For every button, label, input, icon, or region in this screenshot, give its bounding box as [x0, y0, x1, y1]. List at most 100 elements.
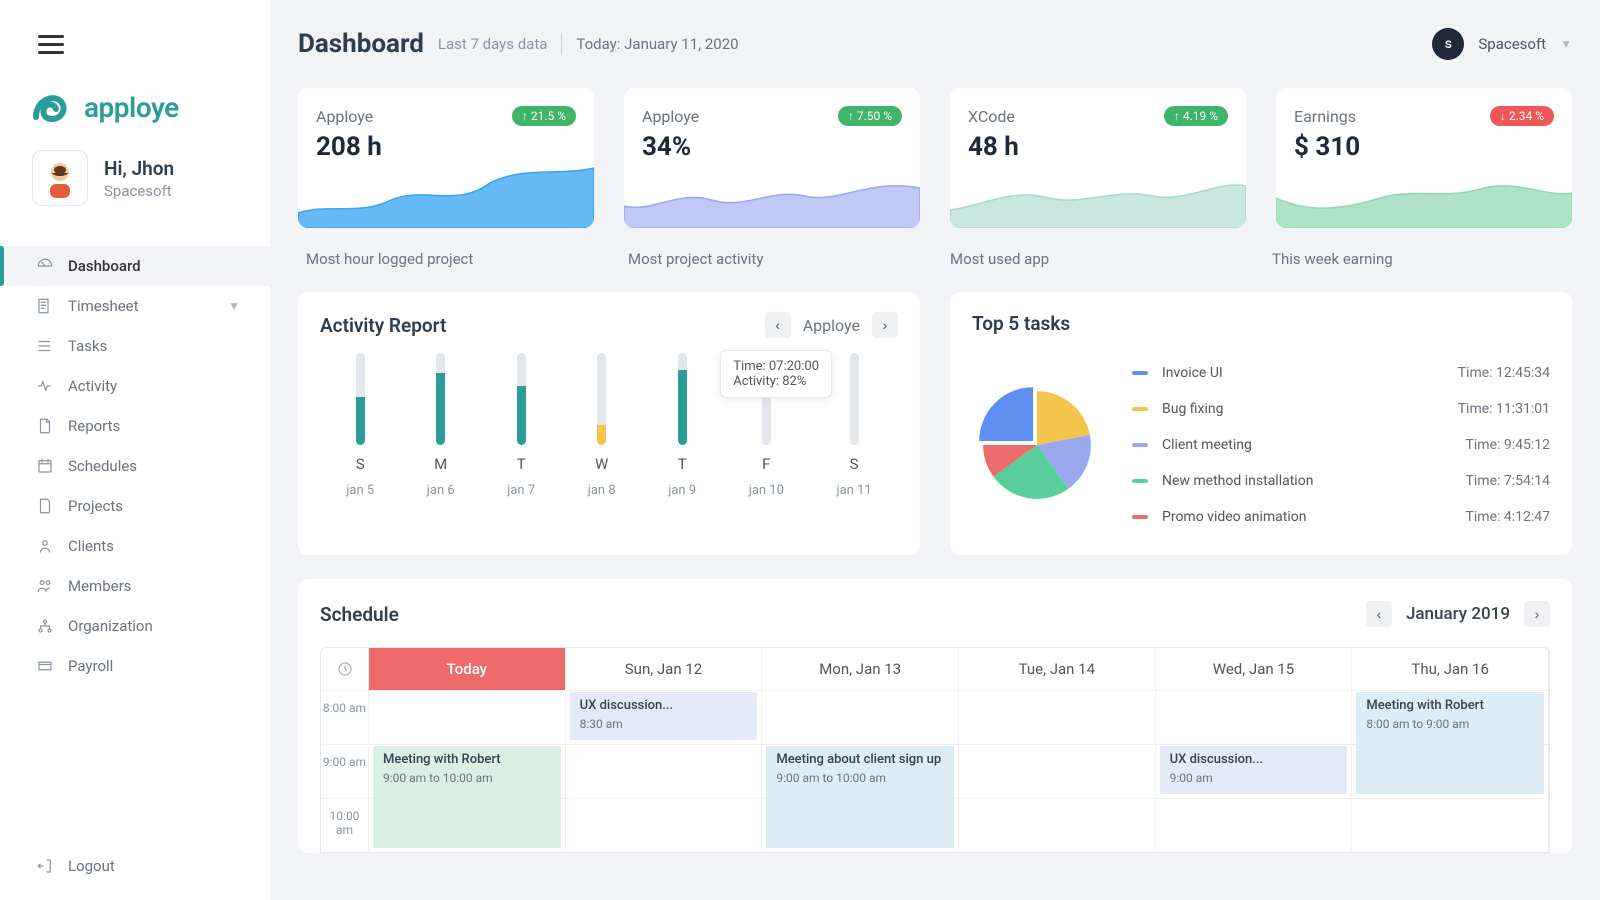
projects-icon: [36, 497, 54, 515]
task-swatch: [1132, 515, 1148, 519]
kpi-value: $ 310: [1276, 126, 1572, 162]
kpi-delta-badge: ↑ 7.50 %: [838, 106, 902, 126]
org-selector-label: Spacesoft: [1478, 35, 1546, 53]
activity-bar[interactable]: Mjan 6: [427, 353, 455, 498]
kpi-delta-badge: ↑ 21.5 %: [512, 106, 576, 126]
sidebar-item-timesheet[interactable]: Timesheet▼: [0, 286, 270, 326]
org-badge[interactable]: s: [1432, 28, 1464, 60]
kpi-title: Apploye: [316, 107, 373, 126]
schedule-day-header[interactable]: Thu, Jan 16: [1352, 648, 1549, 690]
sidebar-item-projects[interactable]: Projects: [0, 486, 270, 526]
kpi-caption: Most project activity: [628, 250, 920, 268]
task-row[interactable]: Promo video animationTime: 4:12:47: [1132, 499, 1550, 535]
task-swatch: [1132, 371, 1148, 375]
sidebar-item-dashboard[interactable]: Dashboard: [0, 246, 270, 286]
sidebar-item-label: Organization: [68, 617, 153, 635]
schedule-event[interactable]: Meeting with Robert8:00 am to 9:00 am: [1356, 692, 1544, 794]
schedule-day-header[interactable]: Sun, Jan 12: [566, 648, 763, 690]
header: Dashboard Last 7 days data Today: Januar…: [298, 28, 1572, 60]
schedule-event[interactable]: UX discussion...9:00 am: [1160, 746, 1348, 794]
clients-icon: [36, 537, 54, 555]
kpi-card[interactable]: Earnings↓ 2.34 %$ 310: [1276, 88, 1572, 228]
sidebar-item-label: Schedules: [68, 457, 137, 475]
logo: apploye: [0, 79, 270, 150]
task-swatch: [1132, 407, 1148, 411]
schedule-day-column: [959, 690, 1156, 852]
schedule-day-column: Meeting about client sign up9:00 am to 1…: [762, 690, 959, 852]
date-range: Last 7 days data: [438, 35, 548, 53]
activity-next-button[interactable]: ›: [872, 312, 898, 338]
sidebar-item-clients[interactable]: Clients: [0, 526, 270, 566]
kpi-delta-badge: ↑ 4.19 %: [1164, 106, 1228, 126]
logout-icon: [36, 857, 54, 875]
time-slot-label: 10:00 am: [321, 798, 368, 852]
activity-icon: [36, 377, 54, 395]
activity-bar[interactable]: Tjan 7: [507, 353, 535, 498]
avatar: [32, 150, 88, 206]
user-profile[interactable]: Hi, Jhon Spacesoft: [0, 150, 270, 236]
sidebar-item-tasks[interactable]: Tasks: [0, 326, 270, 366]
sidebar-item-payroll[interactable]: Payroll: [0, 646, 270, 686]
sidebar-item-organization[interactable]: Organization: [0, 606, 270, 646]
top5-task-list: Invoice UITime: 12:45:34 Bug fixing Time: …: [1132, 355, 1550, 535]
schedule-next-button[interactable]: ›: [1524, 601, 1550, 627]
activity-bar[interactable]: Sjan 5: [346, 353, 374, 498]
schedule-month: January 2019: [1406, 604, 1510, 624]
tasks-icon: [36, 337, 54, 355]
chevron-down-icon[interactable]: ▼: [1560, 37, 1572, 51]
task-row[interactable]: Invoice UITime: 12:45:34: [1132, 355, 1550, 391]
logout-label: Logout: [68, 857, 115, 875]
time-slot-label: 8:00 am: [321, 690, 368, 744]
kpi-caption: Most used app: [950, 250, 1242, 268]
top5-pie-chart: [972, 380, 1102, 510]
sidebar-item-schedules[interactable]: Schedules: [0, 446, 270, 486]
kpi-value: 48 h: [950, 126, 1246, 162]
task-time: Time: 11:31:01: [1458, 401, 1550, 417]
sidebar-item-label: Projects: [68, 497, 123, 515]
sidebar-item-label: Members: [68, 577, 131, 595]
task-name: Promo video animation: [1162, 509, 1452, 525]
kpi-card[interactable]: Apploye↑ 21.5 %208 h: [298, 88, 594, 228]
main: Dashboard Last 7 days data Today: Januar…: [270, 0, 1600, 900]
kpi-card[interactable]: Apploye↑ 7.50 %34%: [624, 88, 920, 228]
hamburger-menu-icon[interactable]: [0, 0, 270, 79]
schedule-day-header[interactable]: Wed, Jan 15: [1156, 648, 1353, 690]
schedule-title: Schedule: [320, 603, 399, 626]
today-date: Today: January 11, 2020: [576, 35, 738, 53]
task-name: Bug fixing: [1162, 401, 1444, 417]
task-row[interactable]: Client meetingTime: 9:45:12: [1132, 427, 1550, 463]
schedule-event[interactable]: Meeting about client sign up9:00 am to 1…: [766, 746, 954, 848]
sidebar-item-label: Dashboard: [68, 257, 141, 275]
sidebar-item-members[interactable]: Members: [0, 566, 270, 606]
schedule-grid: TodaySun, Jan 12Mon, Jan 13Tue, Jan 14We…: [320, 647, 1550, 853]
task-name: Client meeting: [1162, 437, 1452, 453]
activity-prev-button[interactable]: ‹: [765, 312, 791, 338]
task-row[interactable]: New method installationTime: 7:54:14: [1132, 463, 1550, 499]
schedule-day-header[interactable]: Mon, Jan 13: [762, 648, 959, 690]
nav: Dashboard Timesheet▼TasksActivityReports S…: [0, 236, 270, 842]
sidebar-item-reports[interactable]: Reports: [0, 406, 270, 446]
user-org: Spacesoft: [104, 182, 174, 200]
schedule-prev-button[interactable]: ‹: [1366, 601, 1392, 627]
schedule-event[interactable]: UX discussion...8:30 am: [570, 692, 758, 740]
schedule-day-header[interactable]: Tue, Jan 14: [959, 648, 1156, 690]
organization-icon: [36, 617, 54, 635]
sidebar-item-activity[interactable]: Activity: [0, 366, 270, 406]
task-swatch: [1132, 479, 1148, 483]
schedule-event[interactable]: Meeting with Robert9:00 am to 10:00 am: [373, 746, 561, 848]
activity-selector: Apploye: [803, 316, 860, 335]
logout-link[interactable]: Logout: [0, 842, 270, 900]
activity-bar[interactable]: Tjan 9: [668, 353, 696, 498]
kpi-title: Apploye: [642, 107, 699, 126]
schedule-day-header[interactable]: Today: [369, 648, 566, 690]
task-row[interactable]: Bug fixing Time: 11:31:01: [1132, 391, 1550, 427]
kpi-row: Apploye↑ 21.5 %208 hApploye↑ 7.50 %34%XC…: [298, 88, 1572, 228]
kpi-title: XCode: [968, 107, 1015, 126]
schedule-day-column: Meeting with Robert8:00 am to 9:00 am: [1352, 690, 1549, 852]
activity-report-title: Activity Report: [320, 314, 446, 337]
kpi-card[interactable]: XCode ↑ 4.19 %48 h: [950, 88, 1246, 228]
page-title: Dashboard: [298, 29, 424, 59]
activity-bar[interactable]: Sjan 11: [836, 353, 871, 498]
activity-bar[interactable]: Wjan 8: [588, 353, 616, 498]
sidebar: apploye Hi, Jhon Spacesoft Dashboard Time…: [0, 0, 270, 900]
